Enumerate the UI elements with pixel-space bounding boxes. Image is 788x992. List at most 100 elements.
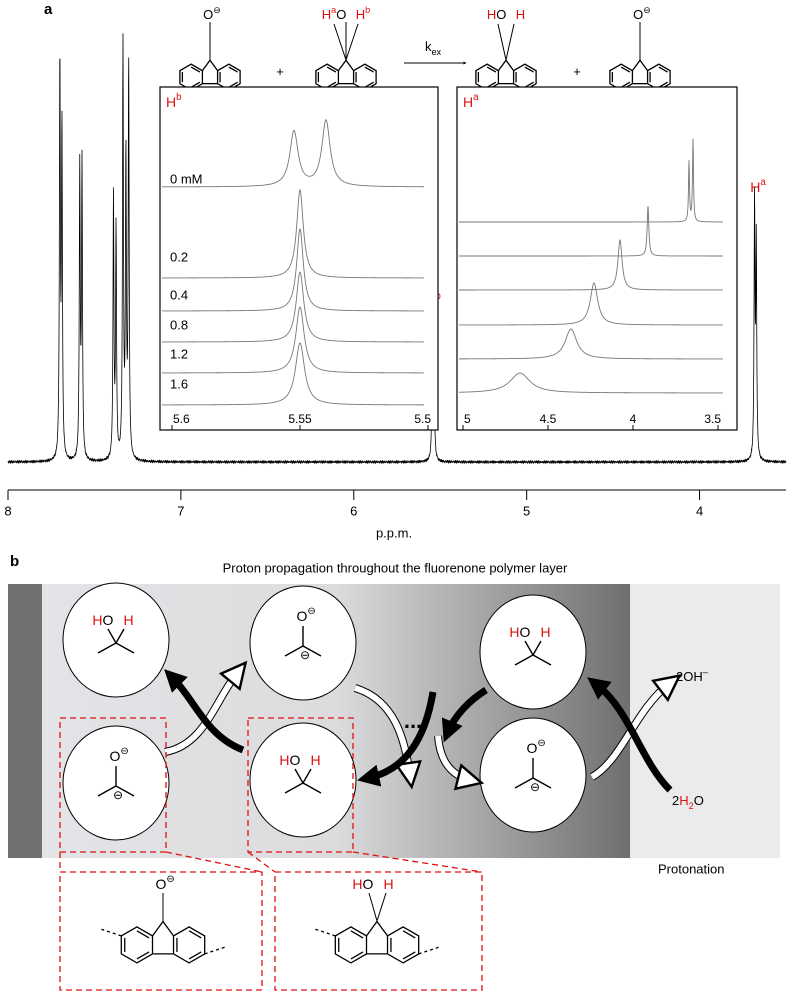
- bond: [107, 628, 117, 644]
- ring: [512, 63, 537, 91]
- bond: [368, 892, 378, 922]
- inset-title: Ha: [463, 92, 479, 110]
- double-bond: [658, 66, 668, 73]
- x-tick-label: 4: [696, 503, 703, 518]
- alcohol-label-part: a: [331, 5, 337, 15]
- alcohol-label-part: O: [102, 612, 113, 628]
- inset-trace: [162, 342, 424, 406]
- x-tick-label: 8: [4, 503, 11, 518]
- inset-trace: [162, 306, 424, 374]
- alcohol-label: HOHH: [352, 876, 393, 892]
- inset-trace: [459, 238, 723, 291]
- inset-trace: [459, 282, 723, 326]
- bond: [333, 23, 347, 61]
- oxide-label-part: O: [526, 740, 537, 756]
- ring: [646, 63, 671, 91]
- concentration-label: 1.2: [170, 346, 188, 361]
- bond: [115, 642, 135, 654]
- alcohol-label-part: H: [322, 7, 331, 22]
- oxide-label-part: O: [203, 7, 213, 22]
- charge: ⊖: [530, 780, 540, 794]
- molecule-circle: [479, 594, 587, 710]
- hydroxide-label-part: –: [703, 667, 709, 677]
- x-tick-label: 3.5: [704, 412, 721, 426]
- oxide-label-part: ⊖: [166, 874, 174, 885]
- fluorene: [475, 59, 537, 91]
- panel-title: Proton propagation throughout the fluore…: [223, 560, 568, 575]
- inset-trace: [459, 328, 723, 360]
- alcohol-label-part: H: [541, 624, 551, 640]
- oxide-label: O⊖: [526, 738, 545, 756]
- alcohol-label-part: H: [530, 624, 540, 640]
- rate-constant-part: k: [425, 39, 432, 54]
- double-bond: [620, 66, 631, 73]
- five-ring: [201, 59, 219, 72]
- charge: ⊖: [300, 648, 310, 662]
- oxide-label-part: ⊖: [213, 5, 221, 15]
- bond: [497, 23, 507, 61]
- five-ring: [365, 920, 389, 937]
- ring: [475, 63, 500, 91]
- water-label: 2H2O: [672, 793, 704, 811]
- alcohol-label-part: H: [311, 752, 321, 768]
- alcohol-label-part: O: [336, 7, 346, 22]
- five-ring: [337, 59, 355, 72]
- ring: [609, 63, 634, 91]
- water-label-part: O: [694, 793, 704, 808]
- peak-label-part: a: [760, 177, 766, 188]
- bond: [514, 654, 534, 666]
- bond: [284, 645, 304, 657]
- double-bond: [188, 930, 202, 939]
- alcohol-label: HaOHHb: [322, 5, 370, 22]
- alcohol-label-part: H: [516, 7, 525, 22]
- alcohol-label-part: b: [365, 5, 370, 15]
- arrow: [441, 687, 488, 743]
- double-bond: [228, 66, 238, 73]
- five-ring: [497, 59, 515, 72]
- oxide-label: O⊖: [155, 874, 174, 892]
- double-bond: [188, 951, 202, 960]
- zoom-box: [59, 871, 263, 991]
- inset-trace: [459, 138, 723, 223]
- fragment: [284, 626, 322, 657]
- oxide-label-part: O: [633, 7, 643, 22]
- arrow: [435, 735, 485, 791]
- bond: [302, 645, 322, 657]
- bond: [532, 654, 552, 666]
- oxide-label-part: ⊖: [307, 606, 315, 617]
- zoom-line: [352, 851, 483, 873]
- protonation-label: Protonation: [658, 861, 725, 876]
- concentration-label: 0.2: [170, 249, 188, 264]
- inset-trace: [162, 228, 424, 312]
- double-bond: [190, 66, 201, 73]
- alcohol-label-part: H: [356, 7, 365, 22]
- inset-title: Hb: [166, 92, 182, 110]
- alcohol-label-part: O: [496, 7, 506, 22]
- alcohol-label: HOHH: [487, 7, 525, 22]
- ring: [179, 63, 204, 91]
- x-tick-label: 4.5: [540, 412, 557, 426]
- oxide-label: O⊖: [203, 5, 221, 22]
- electrode: [8, 584, 42, 858]
- ring: [352, 63, 377, 91]
- ring: [120, 926, 154, 964]
- oxide-label-part: ⊖: [643, 5, 651, 15]
- outer-region: [630, 584, 780, 858]
- hydroxide-label: 2OH–: [676, 667, 709, 684]
- x-tick-label: 4: [630, 412, 637, 426]
- charge-part: ⊖: [113, 788, 123, 802]
- oxide-label: O⊖: [296, 606, 315, 624]
- panel-label: b: [10, 553, 19, 570]
- five-ring: [151, 920, 175, 937]
- bond: [284, 782, 304, 794]
- charge-part: ⊖: [300, 648, 310, 662]
- double-bond: [486, 66, 497, 73]
- water-label-part: H: [679, 793, 688, 808]
- x-tick-label: 6: [350, 503, 357, 518]
- alcohol-label-part: H: [113, 612, 123, 628]
- charge: ⊖: [113, 788, 123, 802]
- arrow: [587, 677, 673, 793]
- bond: [294, 768, 304, 784]
- rate-constant-part: ex: [432, 47, 442, 57]
